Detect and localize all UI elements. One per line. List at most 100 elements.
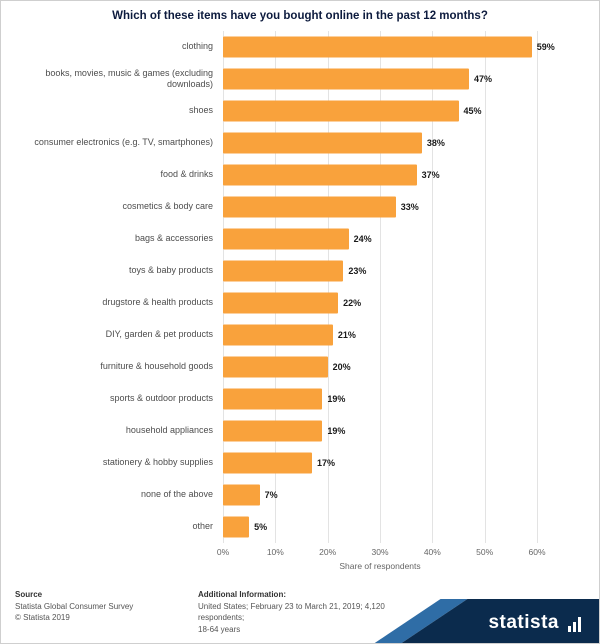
bar-row: food & drinks 37% xyxy=(13,159,587,191)
category-label: clothing xyxy=(181,41,213,52)
bar-value-label: 20% xyxy=(332,362,351,372)
chart-title: Which of these items have you bought onl… xyxy=(112,10,488,22)
bar-row: bags & accessories 24% xyxy=(13,223,587,255)
bar-track: 19% xyxy=(223,415,537,447)
bar-track: 23% xyxy=(223,255,537,287)
bar-row: consumer electronics (e.g. TV, smartphon… xyxy=(13,127,587,159)
category-label: shoes xyxy=(188,105,213,116)
bar-chart-icon xyxy=(566,617,581,632)
bar-value-label: 38% xyxy=(426,138,445,148)
bar-row: toys & baby products 23% xyxy=(13,255,587,287)
bar-track: 45% xyxy=(223,95,537,127)
category-label: other xyxy=(192,521,213,532)
x-axis-label: Share of respondents xyxy=(339,561,421,571)
bar-track: 59% xyxy=(223,31,555,63)
additional-info-block: Additional Information: United States; F… xyxy=(198,589,428,635)
category-label: consumer electronics (e.g. TV, smartphon… xyxy=(34,137,213,148)
bar-value-label: 17% xyxy=(316,458,335,468)
bar-value-label: 45% xyxy=(463,106,482,116)
bar-track: 20% xyxy=(223,351,537,383)
bar-track: 24% xyxy=(223,223,537,255)
bar xyxy=(223,100,459,122)
category-label: drugstore & health products xyxy=(102,297,213,308)
x-tick-label: 20% xyxy=(319,547,337,557)
bar xyxy=(223,356,328,378)
x-tick-label: 30% xyxy=(371,547,389,557)
bar xyxy=(223,196,396,218)
bar xyxy=(223,68,469,90)
bar-value-label: 37% xyxy=(421,170,440,180)
category-label: household appliances xyxy=(125,425,213,436)
category-label: cosmetics & body care xyxy=(122,201,213,212)
bar-row: household appliances 19% xyxy=(13,415,587,447)
bar-row: shoes 45% xyxy=(13,95,587,127)
bar-track: 38% xyxy=(223,127,537,159)
bar xyxy=(223,388,323,410)
bar-value-label: 33% xyxy=(400,202,419,212)
bar xyxy=(223,132,422,154)
source-block: Source Statista Global Consumer Survey ©… xyxy=(15,589,185,624)
bar-track: 33% xyxy=(223,191,537,223)
bar xyxy=(223,36,532,58)
bar-track: 5% xyxy=(223,511,537,543)
category-label: none of the above xyxy=(140,489,213,500)
bar-row: drugstore & health products 22% xyxy=(13,287,587,319)
bar-row: sports & outdoor products 19% xyxy=(13,383,587,415)
category-label: DIY, garden & pet products xyxy=(105,329,213,340)
bar-value-label: 19% xyxy=(327,394,346,404)
bar-value-label: 5% xyxy=(254,522,268,532)
bar xyxy=(223,164,417,186)
bar-track: 19% xyxy=(223,383,537,415)
bar-row: DIY, garden & pet products 21% xyxy=(13,319,587,351)
source-line: Statista Global Consumer Survey xyxy=(15,601,134,611)
bar-row: stationery & hobby supplies 17% xyxy=(13,447,587,479)
bar-row: furniture & household goods 20% xyxy=(13,351,587,383)
bar xyxy=(223,420,323,442)
bar-value-label: 23% xyxy=(348,266,367,276)
bar-row: books, movies, music & games (excluding … xyxy=(13,63,587,95)
bar-track: 47% xyxy=(223,63,537,95)
bar-value-label: 22% xyxy=(343,298,362,308)
bar-rows: clothing 59% books, movies, music & games … xyxy=(13,31,587,543)
category-label: sports & outdoor products xyxy=(109,393,213,404)
copyright-line: © Statista 2019 xyxy=(15,613,70,623)
bar-track: 17% xyxy=(223,447,537,479)
bar-row: other 5% xyxy=(13,511,587,543)
x-tick-label: 50% xyxy=(476,547,494,557)
category-label: stationery & hobby supplies xyxy=(102,457,213,468)
bar xyxy=(223,484,260,506)
category-label: toys & baby products xyxy=(128,265,213,276)
bar-value-label: 24% xyxy=(353,234,372,244)
bar-value-label: 47% xyxy=(473,74,492,84)
x-tick-label: 10% xyxy=(266,547,284,557)
bar-track: 22% xyxy=(223,287,537,319)
category-label: food & drinks xyxy=(160,169,213,180)
additional-info-heading: Additional Information: xyxy=(198,590,286,599)
bar-track: 37% xyxy=(223,159,537,191)
bar xyxy=(223,452,312,474)
chart-area: clothing 59% books, movies, music & games … xyxy=(13,31,587,571)
additional-info-line: 18-64 years xyxy=(198,624,241,634)
bar xyxy=(223,228,349,250)
bar-track: 21% xyxy=(223,319,537,351)
x-tick-label: 0% xyxy=(216,547,230,557)
category-label: furniture & household goods xyxy=(100,361,213,372)
bar-value-label: 7% xyxy=(264,490,278,500)
x-tick-label: 60% xyxy=(528,547,546,557)
x-axis: 0% 10% 20% 30% 40% 50% 60% xyxy=(217,545,546,559)
bar xyxy=(223,516,250,538)
category-label: books, movies, music & games (excluding … xyxy=(45,67,213,89)
category-label: bags & accessories xyxy=(134,233,213,244)
bar-row: none of the above 7% xyxy=(13,479,587,511)
bar xyxy=(223,292,339,314)
brand-banner: statista xyxy=(1,599,599,643)
bar-row: clothing 59% xyxy=(13,31,587,63)
bar xyxy=(223,260,344,282)
bar-value-label: 19% xyxy=(327,426,346,436)
bar-value-label: 21% xyxy=(337,330,356,340)
x-tick-label: 40% xyxy=(423,547,441,557)
source-heading: Source xyxy=(15,590,43,599)
bar xyxy=(223,324,333,346)
additional-info-line: United States; February 23 to March 21, … xyxy=(198,601,385,623)
